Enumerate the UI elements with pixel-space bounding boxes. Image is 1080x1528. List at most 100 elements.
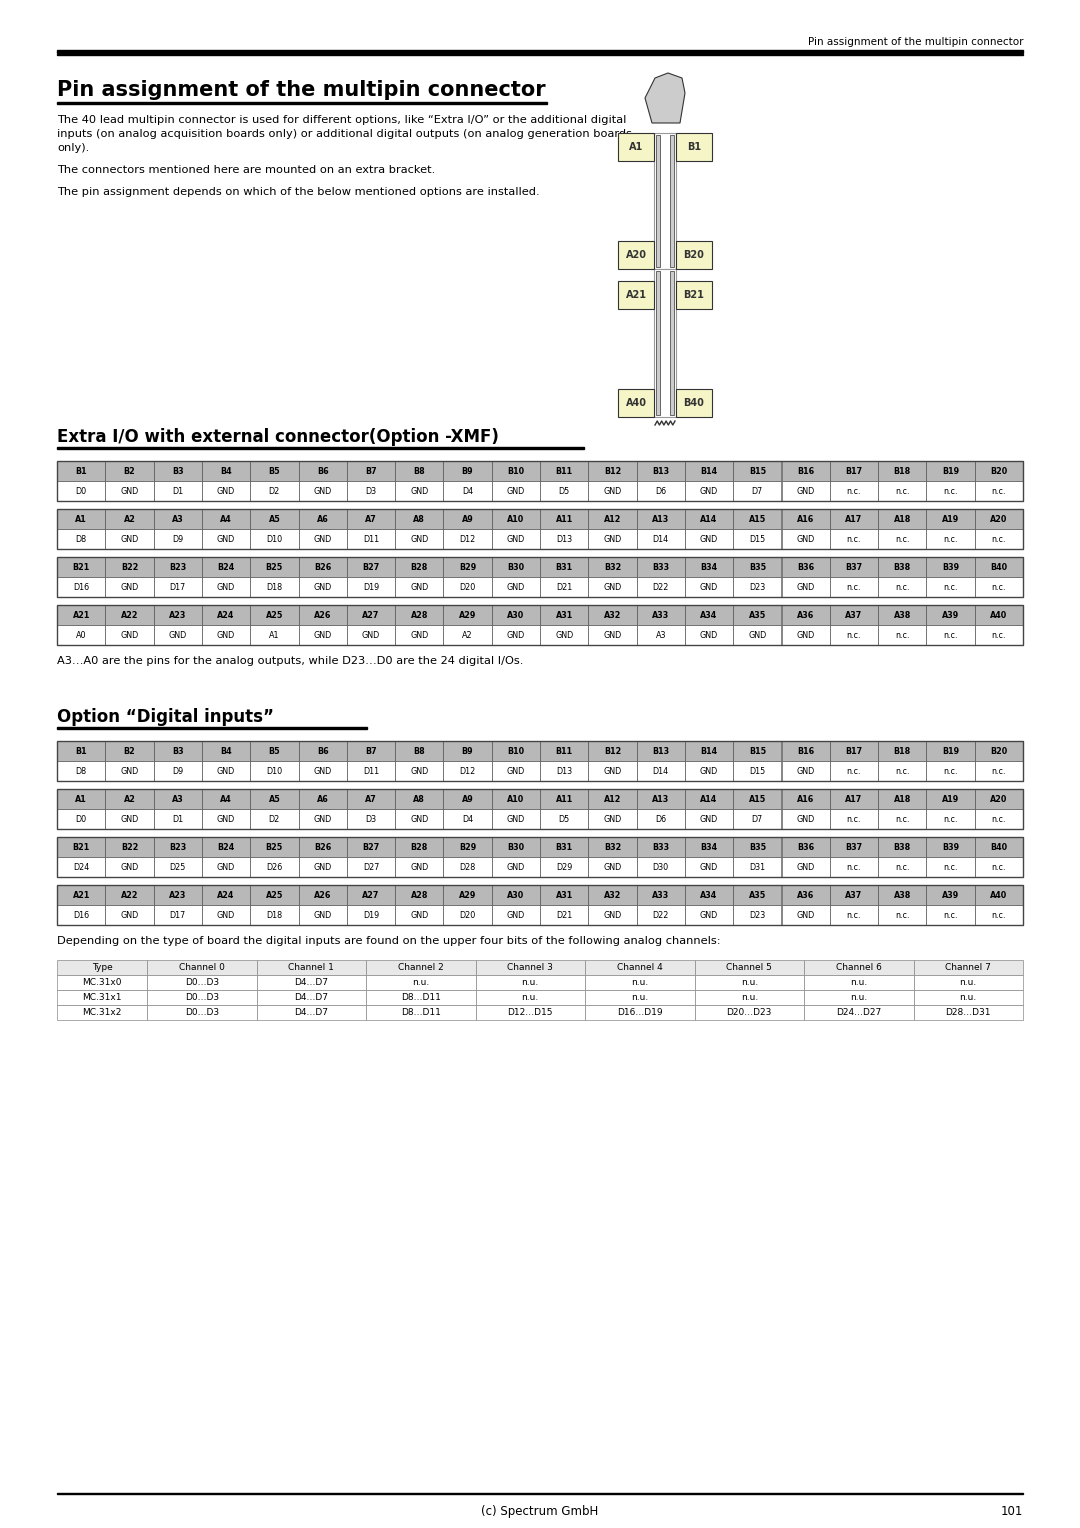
Text: A38: A38 — [893, 891, 910, 900]
Bar — [829, 461, 878, 481]
Bar — [540, 605, 589, 625]
Bar — [589, 741, 636, 761]
Text: B24: B24 — [217, 842, 234, 851]
Text: GND: GND — [748, 631, 767, 640]
Text: GND: GND — [700, 767, 718, 776]
Text: GND: GND — [507, 767, 525, 776]
Bar — [257, 960, 366, 975]
Bar — [347, 857, 395, 877]
Text: D17: D17 — [170, 582, 186, 591]
Bar — [202, 461, 251, 481]
Text: B36: B36 — [797, 842, 814, 851]
Text: GND: GND — [120, 814, 138, 824]
Text: D31: D31 — [750, 862, 766, 871]
Bar — [782, 885, 829, 905]
Text: MC.31x2: MC.31x2 — [82, 1008, 122, 1018]
Bar — [733, 481, 782, 501]
Text: B30: B30 — [508, 562, 525, 571]
Text: A5: A5 — [269, 795, 280, 804]
Text: D1: D1 — [172, 814, 184, 824]
Text: D22: D22 — [652, 582, 669, 591]
Bar — [202, 885, 251, 905]
Text: GND: GND — [797, 862, 814, 871]
Bar — [733, 625, 782, 645]
Text: B19: B19 — [942, 747, 959, 755]
Bar — [475, 990, 585, 1005]
Text: D23: D23 — [750, 911, 766, 920]
Bar — [251, 788, 298, 808]
Bar — [106, 558, 153, 578]
Bar — [829, 885, 878, 905]
Text: B10: B10 — [508, 747, 525, 755]
Bar — [914, 975, 1023, 990]
Text: A29: A29 — [459, 891, 476, 900]
Text: B34: B34 — [701, 562, 717, 571]
Bar — [654, 269, 676, 417]
Text: D28…D31: D28…D31 — [945, 1008, 991, 1018]
Text: A2: A2 — [123, 795, 135, 804]
Text: n.c.: n.c. — [991, 631, 1007, 640]
Bar — [589, 788, 636, 808]
Bar — [782, 461, 829, 481]
Text: n.u.: n.u. — [850, 978, 867, 987]
Text: MC.31x0: MC.31x0 — [82, 978, 122, 987]
Text: B14: B14 — [701, 747, 717, 755]
Bar — [685, 558, 733, 578]
Bar — [444, 885, 491, 905]
Text: n.c.: n.c. — [895, 582, 909, 591]
Bar — [829, 529, 878, 549]
Bar — [347, 578, 395, 597]
Text: GND: GND — [700, 911, 718, 920]
Bar — [927, 509, 974, 529]
Bar — [782, 605, 829, 625]
Text: GND: GND — [120, 486, 138, 495]
Bar — [829, 558, 878, 578]
Text: n.u.: n.u. — [631, 993, 648, 1002]
Text: D16…D19: D16…D19 — [617, 1008, 662, 1018]
Text: D27: D27 — [363, 862, 379, 871]
Bar — [395, 761, 444, 781]
Text: B29: B29 — [459, 842, 476, 851]
Bar — [153, 905, 202, 924]
Bar — [878, 509, 927, 529]
Bar — [298, 558, 347, 578]
Text: n.c.: n.c. — [895, 535, 909, 544]
Text: A34: A34 — [701, 891, 718, 900]
Text: A5: A5 — [269, 515, 280, 524]
Text: D20…D23: D20…D23 — [727, 1008, 772, 1018]
Bar — [257, 1005, 366, 1021]
Text: A3: A3 — [172, 515, 184, 524]
Bar — [974, 905, 1023, 924]
Bar — [57, 960, 147, 975]
Text: B39: B39 — [942, 842, 959, 851]
Bar — [927, 558, 974, 578]
Bar — [444, 857, 491, 877]
Bar — [347, 808, 395, 830]
Text: B15: B15 — [748, 466, 766, 475]
Bar — [733, 808, 782, 830]
Text: B4: B4 — [220, 747, 232, 755]
Bar — [878, 885, 927, 905]
Bar — [733, 509, 782, 529]
Bar — [636, 885, 685, 905]
Bar — [974, 461, 1023, 481]
Bar — [202, 529, 251, 549]
Bar — [782, 578, 829, 597]
Bar — [589, 905, 636, 924]
Bar — [878, 761, 927, 781]
Bar — [676, 133, 712, 160]
Text: n.c.: n.c. — [943, 535, 958, 544]
Bar — [57, 857, 106, 877]
Bar — [804, 990, 914, 1005]
Text: B18: B18 — [893, 466, 910, 475]
Bar — [974, 837, 1023, 857]
Text: B34: B34 — [701, 842, 717, 851]
Bar — [395, 885, 444, 905]
Bar — [540, 808, 589, 830]
Text: B1: B1 — [76, 466, 87, 475]
Text: D23: D23 — [750, 582, 766, 591]
Text: A0: A0 — [76, 631, 86, 640]
Bar — [540, 837, 589, 857]
Text: D8…D11: D8…D11 — [401, 993, 441, 1002]
Bar — [491, 857, 540, 877]
